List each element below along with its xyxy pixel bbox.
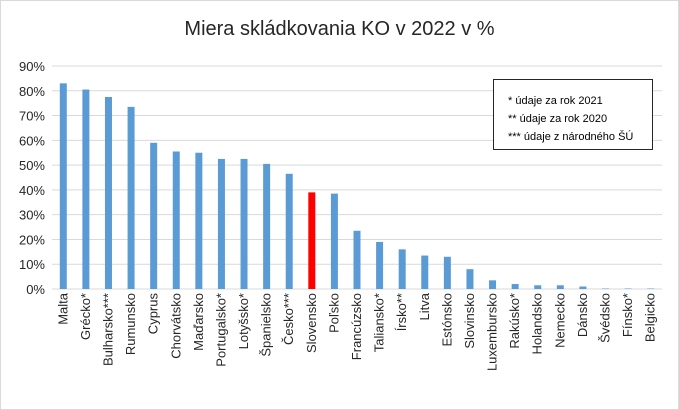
x-category-label: Rumunsko bbox=[123, 293, 138, 355]
x-category-label: Rakúsko* bbox=[507, 293, 522, 349]
x-category-label: Holandsko bbox=[530, 293, 545, 354]
y-tick-label: 80% bbox=[19, 84, 45, 99]
x-category-label: Luxembursko bbox=[485, 293, 500, 371]
bar-8 bbox=[240, 158, 248, 289]
bar-5 bbox=[172, 151, 180, 289]
y-axis-ticks: 0% 10% 20% 30% 40% 50% 60% 70% 80% 90% bbox=[19, 59, 45, 297]
y-tick-label: 40% bbox=[19, 183, 45, 198]
bar-19 bbox=[489, 280, 497, 289]
x-category-label: Maďarsko bbox=[191, 293, 206, 351]
y-tick-label: 0% bbox=[26, 282, 45, 297]
x-category-label: Portugalsko* bbox=[213, 293, 228, 367]
note-2020: ** údaje za rok 2020 bbox=[508, 113, 608, 125]
bar-1 bbox=[82, 89, 90, 290]
x-category-label: Litva bbox=[417, 292, 432, 320]
y-tick-label: 50% bbox=[19, 158, 45, 173]
x-category-label: Belgicko bbox=[643, 293, 658, 342]
x-category-label: Írsko** bbox=[394, 293, 409, 331]
x-category-label: Estónsko bbox=[439, 293, 454, 346]
x-category-label: Fínsko* bbox=[620, 293, 635, 337]
bar-3 bbox=[127, 106, 135, 289]
x-category-label: Slovinsko bbox=[462, 293, 477, 349]
bar-22 bbox=[556, 285, 564, 289]
x-category-label: Malta bbox=[55, 292, 70, 325]
x-category-label: Švédsko bbox=[598, 293, 613, 343]
bar-4 bbox=[150, 142, 158, 289]
x-category-label: Dánsko bbox=[575, 293, 590, 337]
x-category-label: Cyprus bbox=[146, 293, 161, 335]
bar-20 bbox=[511, 284, 519, 289]
y-tick-label: 30% bbox=[19, 208, 45, 223]
bar-14 bbox=[376, 241, 384, 289]
x-category-label: Slovensko bbox=[304, 293, 319, 353]
bar-16 bbox=[421, 255, 429, 289]
x-category-label: Lotyšsko* bbox=[236, 293, 251, 349]
notes-legend: * údaje za rok 2021 ** údaje za rok 2020… bbox=[493, 79, 653, 150]
y-tick-label: 90% bbox=[19, 59, 45, 74]
x-category-label: Bulharsko*** bbox=[100, 293, 115, 366]
y-tick-label: 10% bbox=[19, 257, 45, 272]
bar-12 bbox=[330, 193, 338, 289]
note-2021: * údaje za rok 2021 bbox=[508, 95, 603, 107]
bar-6 bbox=[195, 152, 203, 289]
bar-10 bbox=[285, 173, 293, 289]
y-tick-label: 70% bbox=[19, 109, 45, 124]
bar-15 bbox=[398, 249, 406, 289]
y-tick-label: 20% bbox=[19, 232, 45, 247]
bar-21 bbox=[534, 285, 542, 289]
bar-23 bbox=[579, 286, 587, 289]
x-category-label: Nemecko bbox=[552, 293, 567, 348]
bar-11 bbox=[308, 192, 316, 289]
bar-7 bbox=[217, 158, 225, 289]
bar-18 bbox=[466, 269, 474, 289]
bar-0 bbox=[59, 83, 67, 289]
x-category-label: Česko*** bbox=[281, 293, 296, 345]
bar-9 bbox=[263, 163, 271, 289]
note-national-statistics: *** údaje z národného ŠÚ bbox=[508, 131, 634, 143]
x-category-label: Španielsko bbox=[259, 293, 274, 357]
x-axis-labels: Malta Grécko* Bulharsko*** Rumunsko Cyprus Ch… bbox=[55, 292, 657, 371]
bar-2 bbox=[104, 96, 112, 289]
x-category-label: Poľsko bbox=[326, 293, 341, 333]
y-tick-label: 60% bbox=[19, 133, 45, 148]
bar-13 bbox=[353, 230, 361, 289]
bars bbox=[59, 83, 655, 290]
x-category-label: Francúzsko bbox=[349, 293, 364, 360]
bar-17 bbox=[443, 256, 451, 289]
x-category-label: Chorvátsko bbox=[168, 293, 183, 359]
chart-title: Miera skládkovania KO v 2022 v % bbox=[184, 18, 495, 40]
x-category-label: Taliansko* bbox=[372, 293, 387, 352]
x-category-label: Grécko* bbox=[78, 293, 93, 340]
